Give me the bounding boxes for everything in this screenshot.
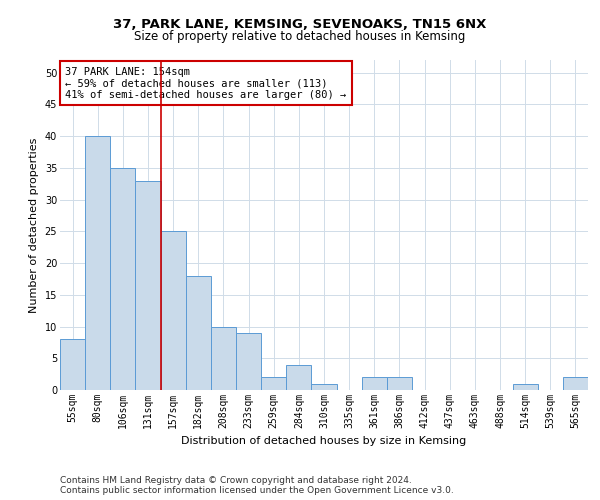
Bar	[563, 378, 588, 390]
Text: 37 PARK LANE: 154sqm
← 59% of detached houses are smaller (113)
41% of semi-deta: 37 PARK LANE: 154sqm ← 59% of detached h…	[65, 66, 347, 100]
Bar	[236, 333, 261, 390]
Bar	[286, 364, 311, 390]
Bar	[85, 136, 110, 390]
Bar	[211, 326, 236, 390]
Bar	[512, 384, 538, 390]
Text: Contains HM Land Registry data © Crown copyright and database right 2024.: Contains HM Land Registry data © Crown c…	[60, 476, 412, 485]
Text: Contains public sector information licensed under the Open Government Licence v3: Contains public sector information licen…	[60, 486, 454, 495]
Bar	[362, 378, 387, 390]
Bar	[136, 180, 161, 390]
Bar	[161, 232, 186, 390]
Bar	[110, 168, 136, 390]
Bar	[60, 339, 85, 390]
Bar	[311, 384, 337, 390]
Bar	[261, 378, 286, 390]
Y-axis label: Number of detached properties: Number of detached properties	[29, 138, 39, 312]
Text: 37, PARK LANE, KEMSING, SEVENOAKS, TN15 6NX: 37, PARK LANE, KEMSING, SEVENOAKS, TN15 …	[113, 18, 487, 30]
X-axis label: Distribution of detached houses by size in Kemsing: Distribution of detached houses by size …	[181, 436, 467, 446]
Text: Size of property relative to detached houses in Kemsing: Size of property relative to detached ho…	[134, 30, 466, 43]
Bar	[387, 378, 412, 390]
Bar	[186, 276, 211, 390]
